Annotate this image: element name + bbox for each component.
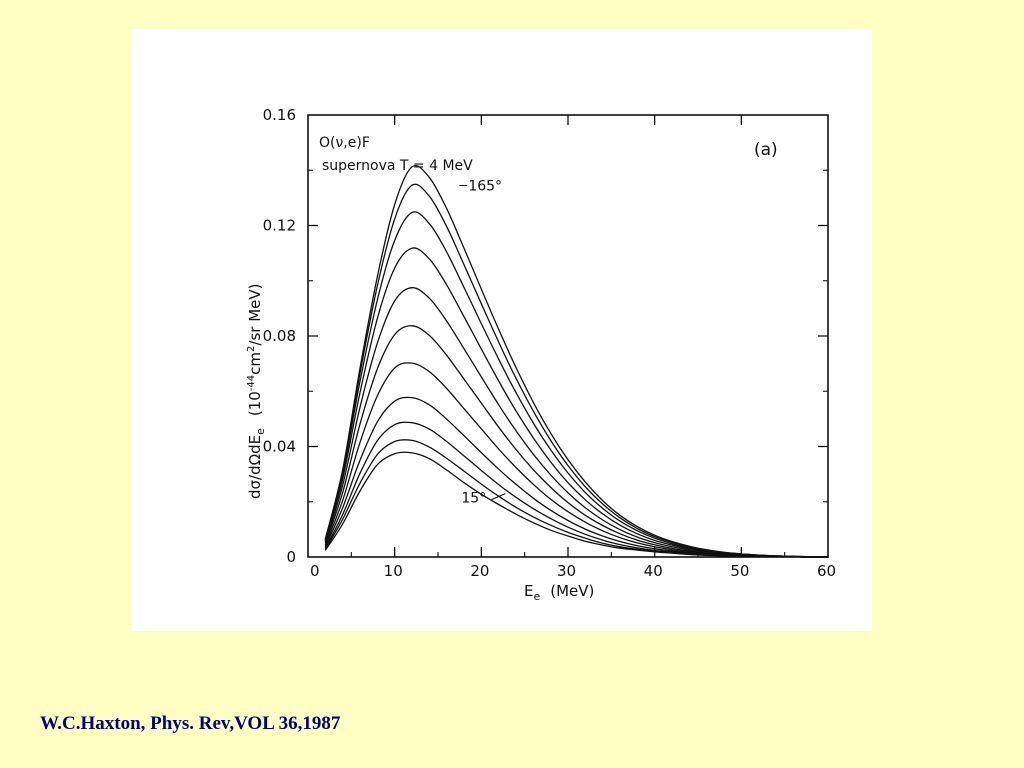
y-axis-label-squared: 2 [246,346,257,352]
x-tick-label: 10 [384,562,403,580]
y-tick-label: 0.16 [263,106,296,124]
x-axis-label-unit: (MeV) [550,582,594,600]
series-line-5 [324,362,828,558]
series-line-9 [324,211,829,558]
x-tick-label: 60 [817,562,836,580]
reaction-annotation: O(ν,e)F [319,135,370,151]
y-axis-label: dσ/dΩdEe (10-44cm2/sr MeV) [246,284,267,499]
y-axis-label-exponent: -44 [246,375,257,391]
curve-label-leader [491,493,506,501]
temperature-annotation: supernova T = 4 MeV [322,158,473,174]
citation: W.C.Haxton, Phys. Rev,VOL 36,1987 [40,713,341,734]
series-line-1 [324,451,828,558]
y-axis-label-subscript: e [254,428,267,435]
y-tick-label: 0.12 [263,217,296,235]
x-axis-label-subscript: e [533,590,540,603]
y-tick-label: 0.04 [263,438,296,456]
x-tick-label: 20 [470,562,489,580]
plot-frame [307,114,829,558]
y-axis-label-unit: /sr MeV) [246,284,264,346]
x-tick-label: 50 [730,562,749,580]
x-axis-label-main: E [524,582,533,600]
y-tick-label: 0.08 [263,327,296,345]
series-line-8 [324,247,829,558]
series-line-3 [324,421,828,558]
series-line-2 [324,439,828,558]
y-axis-label-cm: cm [246,352,264,375]
series-line-11 [324,165,829,558]
panel-label: (a) [754,140,778,160]
series-layer [324,165,829,558]
x-tick-label: 0 [310,562,320,580]
y-axis-label-open: (10 [246,391,264,416]
x-tick-label: 30 [557,562,576,580]
curve-label-165: 165° [468,178,502,194]
tick-layer: 0 10 20 30 40 50 60 0 0.04 0.08 0.12 0.16 165° 15° [263,106,837,580]
curve-label-15: 15° [461,491,486,507]
series-line-6 [324,325,828,558]
y-axis-label-quantity: dσ/dΩdE [246,435,264,499]
chart: 0 10 20 30 40 50 60 0 0.04 0.08 0.12 0.16 165° 15° (a… [246,106,837,603]
figure-panel: 0 10 20 30 40 50 60 0 0.04 0.08 0.12 0.16 165° 15° (a… [132,29,872,631]
y-tick-label: 0 [286,548,296,566]
x-axis-label: Ee (MeV) [524,582,594,603]
x-tick-label: 40 [644,562,663,580]
